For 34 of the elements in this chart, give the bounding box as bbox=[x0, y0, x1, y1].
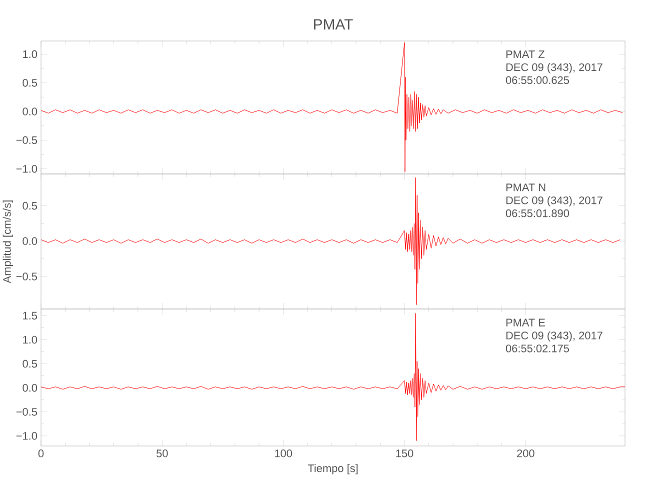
y-tick-label: −0.5 bbox=[16, 408, 38, 416]
y-tick-label: 0.0 bbox=[22, 384, 38, 392]
y-tick-label: 0.0 bbox=[22, 108, 38, 116]
x-tick-label: 0 bbox=[38, 450, 44, 458]
x-axis-title: Tiempo [s] bbox=[308, 464, 358, 474]
annotation: PMAT Z bbox=[506, 50, 544, 58]
annotation: DEC 09 (343), 2017 bbox=[506, 331, 602, 342]
y-tick-label: −1.0 bbox=[16, 164, 38, 173]
annotation: DEC 09 (343), 2017 bbox=[506, 63, 602, 74]
y-tick-label: 1.0 bbox=[23, 336, 38, 344]
y-tick-label: 1.0 bbox=[23, 50, 38, 58]
x-tick-label: 50 bbox=[156, 450, 168, 458]
line-series bbox=[41, 42, 623, 172]
annotation: 06:55:01.890 bbox=[506, 209, 570, 218]
y-axis-title: Amplitud [cm/s/s] bbox=[2, 200, 14, 284]
annotation: PMAT E bbox=[506, 318, 545, 326]
y-tick-label: 0.5 bbox=[22, 360, 38, 368]
y-tick-label: −0.5 bbox=[16, 136, 38, 144]
x-tick-label: 200 bbox=[517, 450, 534, 458]
y-tick-label: 0.5 bbox=[22, 78, 38, 87]
chart-title: PMAT bbox=[314, 19, 353, 30]
line-series bbox=[41, 177, 620, 305]
annotation: DEC 09 (343), 2017 bbox=[506, 196, 602, 206]
y-tick-label: 0.0 bbox=[22, 237, 38, 246]
line-series bbox=[41, 313, 626, 441]
y-tick-label: 0.5 bbox=[22, 202, 38, 210]
x-tick-label: 150 bbox=[396, 450, 414, 458]
annotation: 06:55:00.625 bbox=[506, 76, 569, 84]
y-tick-label: −1.0 bbox=[16, 432, 38, 440]
annotation: PMAT N bbox=[506, 184, 546, 192]
x-tick-label: 100 bbox=[275, 450, 292, 458]
y-tick-label: 1.5 bbox=[23, 312, 38, 320]
y-tick-label: −0.5 bbox=[16, 272, 38, 280]
annotation: 06:55:02.175 bbox=[506, 344, 569, 352]
